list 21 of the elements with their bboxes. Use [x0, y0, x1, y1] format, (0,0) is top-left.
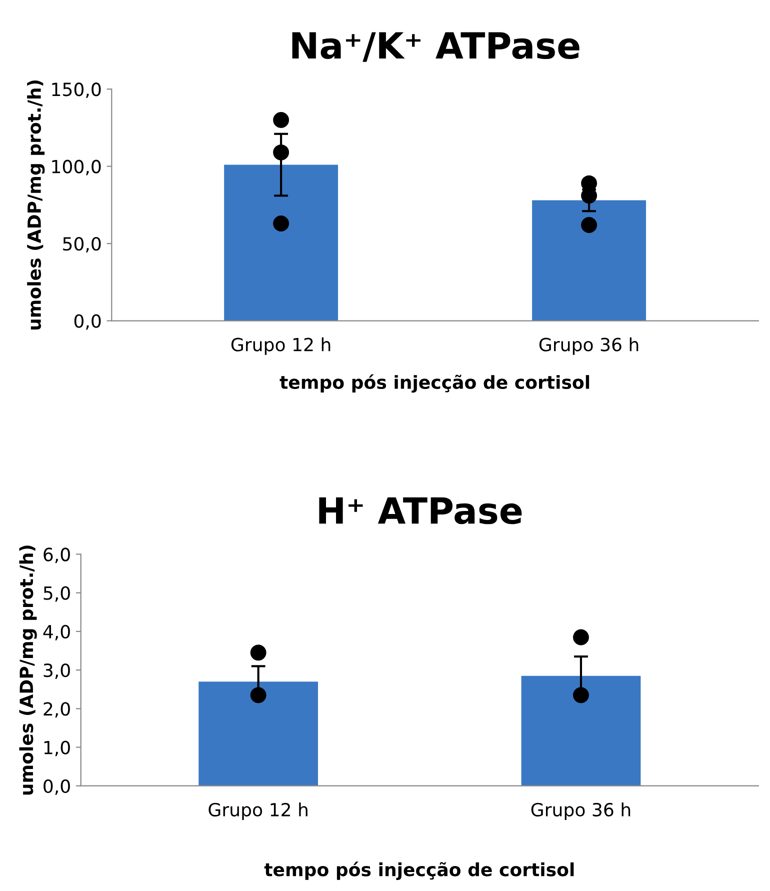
x-tick-label: Grupo 12 h	[208, 802, 308, 820]
y-axis-title: umoles (ADP/mg prot./h)	[19, 546, 37, 795]
y-tick-label: 2,0	[44, 702, 70, 718]
y-tick-label: 0,0	[44, 779, 70, 795]
y-tick-label: 150,0	[52, 82, 101, 98]
chart-title: H⁺ ATPase	[319, 497, 522, 524]
y-tick-label: 3,0	[44, 663, 70, 679]
y-tick-label: 6,0	[44, 548, 70, 564]
y-tick-label: 100,0	[52, 160, 101, 176]
y-tick-label: 5,0	[44, 586, 70, 602]
y-tick-label: 4,0	[43, 624, 70, 640]
x-axis-title: tempo pós injecção de cortisol	[280, 374, 590, 393]
y-tick-label: 50,0	[63, 237, 101, 252]
y-tick-label: 0,0	[74, 314, 101, 330]
chart-title: Na⁺/K⁺ ATPase	[292, 32, 580, 62]
x-tick-label: Grupo 36 h	[531, 802, 630, 820]
y-tick-label: 1,0	[44, 740, 70, 756]
x-axis-title: tempo pós injecção de cortisol	[264, 862, 574, 880]
x-tick-label: Grupo 36 h	[539, 337, 638, 355]
x-tick-label: Grupo 12 h	[231, 337, 330, 355]
y-axis-title: umoles (ADP/mg prot./h)	[27, 80, 45, 330]
